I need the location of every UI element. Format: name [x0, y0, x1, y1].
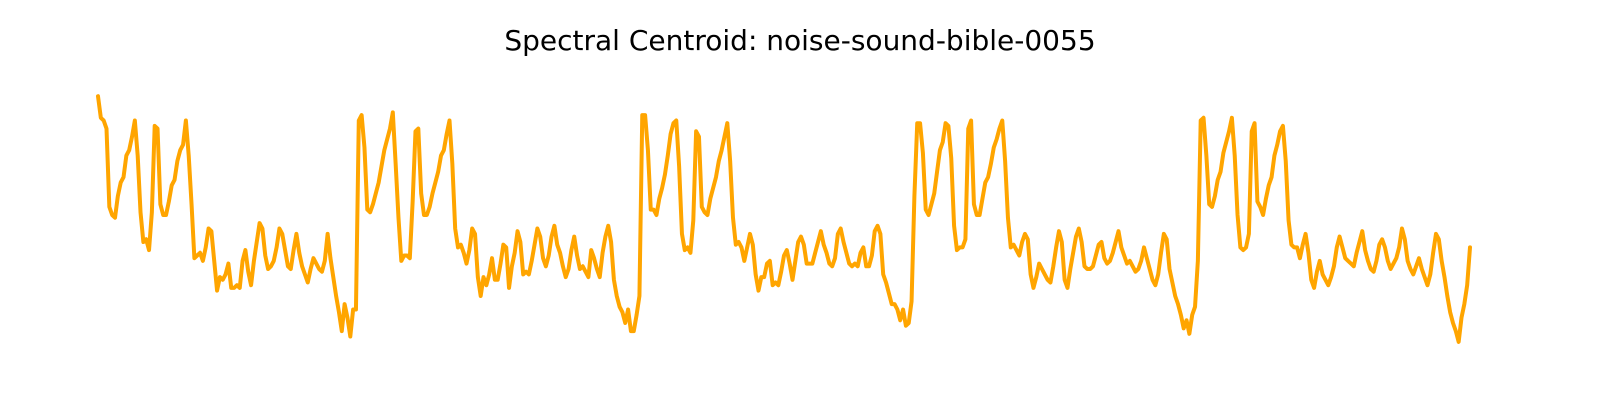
spectral-centroid-line: [96, 94, 1472, 344]
series-layer: [96, 94, 1472, 344]
chart-title: Spectral Centroid: noise-sound-bible-005…: [504, 24, 1096, 57]
